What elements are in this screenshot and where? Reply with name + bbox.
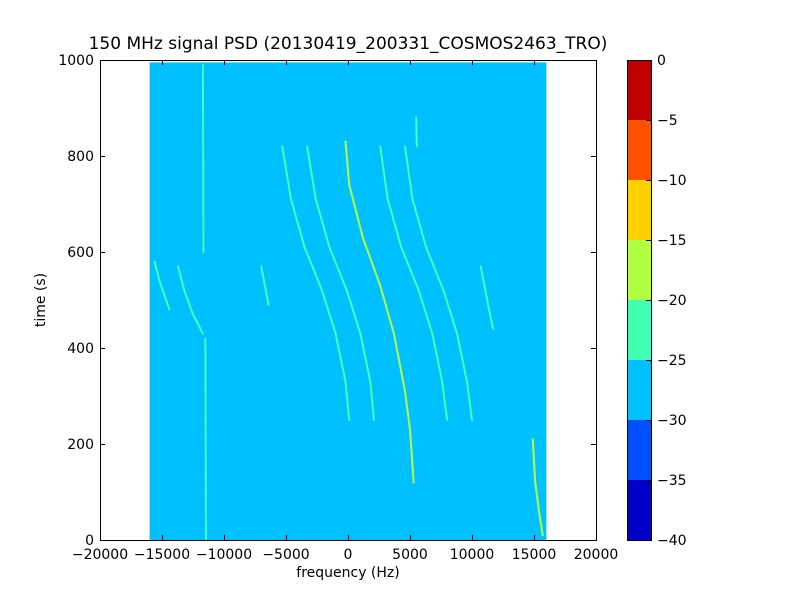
y-axis-label: time (s) — [33, 273, 49, 327]
colorbar-tick-label: −30 — [657, 413, 687, 429]
colorbar-tick-label: −25 — [657, 353, 687, 369]
plot-area — [100, 60, 597, 541]
signal-trace — [531, 438, 544, 537]
colorbar-tick-label: −40 — [657, 533, 687, 549]
x-tick-label: −5000 — [262, 547, 309, 563]
colorbar: −40 −35 −30 −25 −20 −15 −10 −5 0 — [627, 53, 687, 549]
colorbar-tick-label: −35 — [657, 473, 687, 489]
signal-trace — [204, 337, 207, 541]
y-tick-label: 1000 — [58, 53, 94, 69]
spectrogram-image — [149, 62, 547, 541]
signal-trace — [479, 265, 495, 330]
signal-trace — [153, 260, 171, 311]
x-tick-label: 10000 — [450, 547, 495, 563]
signal-trace — [306, 145, 375, 421]
colorbar-tick-label: −5 — [657, 113, 678, 129]
y-axis: 0 200 400 600 800 1000 — [58, 53, 596, 549]
x-tick-label: 5000 — [392, 547, 428, 563]
y-tick-label: 800 — [67, 149, 94, 165]
colorbar-segment — [627, 60, 651, 120]
x-tick-label: 20000 — [574, 547, 619, 563]
chart-title: 150 MHz signal PSD (20130419_200331_COSM… — [89, 34, 608, 54]
x-axis: −20000 −15000 −10000 −5000 0 5000 10000 15000 20… — [72, 60, 618, 563]
y-tick-label: 400 — [67, 341, 94, 357]
x-axis-label: frequency (Hz) — [296, 565, 399, 581]
signal-trace — [415, 116, 418, 148]
y-tick-label: 600 — [67, 245, 94, 261]
colorbar-tick-label: −10 — [657, 173, 687, 189]
colorbar-tick-label: −20 — [657, 293, 687, 309]
y-tick-label: 0 — [85, 533, 94, 549]
signal-trace — [379, 145, 449, 421]
x-tick-label: 15000 — [512, 547, 557, 563]
x-tick-label: 0 — [344, 547, 353, 563]
x-tick-label: −15000 — [134, 547, 190, 563]
y-tick-label: 200 — [67, 437, 94, 453]
signal-trace — [260, 265, 270, 306]
x-tick-label: −20000 — [72, 547, 128, 563]
signal-traces — [153, 63, 544, 541]
x-tick-label: −10000 — [196, 547, 252, 563]
signal-trace — [404, 145, 473, 421]
colorbar-segment — [627, 420, 651, 480]
colorbar-segment — [627, 120, 651, 180]
colorbar-segment — [627, 300, 651, 360]
signal-trace — [281, 145, 351, 421]
colorbar-frame — [627, 60, 652, 541]
colorbar-tick-label: 0 — [657, 53, 666, 69]
colorbar-segment — [627, 360, 651, 420]
colorbar-segment — [627, 480, 651, 540]
signal-trace — [344, 140, 415, 484]
colorbar-segment — [627, 240, 651, 300]
signal-trace — [201, 63, 205, 253]
colorbar-segment — [627, 180, 651, 240]
signal-trace — [177, 265, 204, 335]
colorbar-tick-label: −15 — [657, 233, 687, 249]
